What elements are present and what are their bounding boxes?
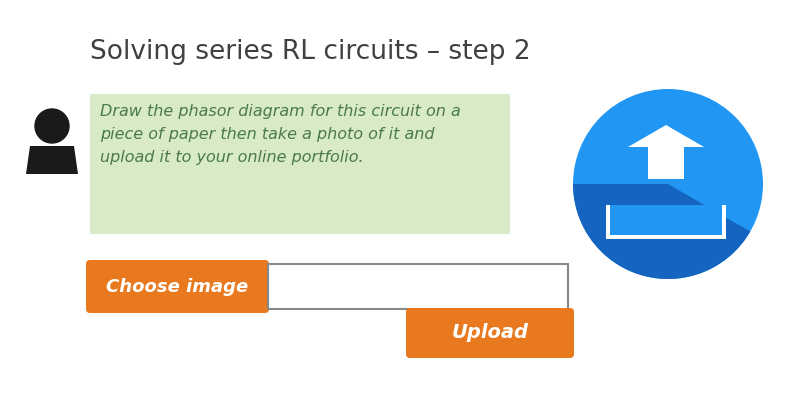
Polygon shape	[628, 125, 704, 179]
Circle shape	[573, 89, 763, 279]
Text: Draw the phasor diagram for this circuit on a
piece of paper then take a photo o: Draw the phasor diagram for this circuit…	[100, 104, 461, 165]
FancyBboxPatch shape	[610, 205, 722, 235]
FancyBboxPatch shape	[406, 308, 574, 358]
FancyBboxPatch shape	[606, 205, 726, 239]
FancyBboxPatch shape	[90, 94, 510, 234]
Text: Solving series RL circuits – step 2: Solving series RL circuits – step 2	[90, 39, 530, 65]
Text: Upload: Upload	[451, 323, 529, 342]
FancyBboxPatch shape	[86, 260, 269, 313]
Text: Choose image: Choose image	[106, 277, 248, 296]
FancyBboxPatch shape	[268, 264, 568, 309]
Polygon shape	[26, 146, 78, 174]
Circle shape	[35, 109, 69, 143]
Polygon shape	[573, 184, 750, 279]
